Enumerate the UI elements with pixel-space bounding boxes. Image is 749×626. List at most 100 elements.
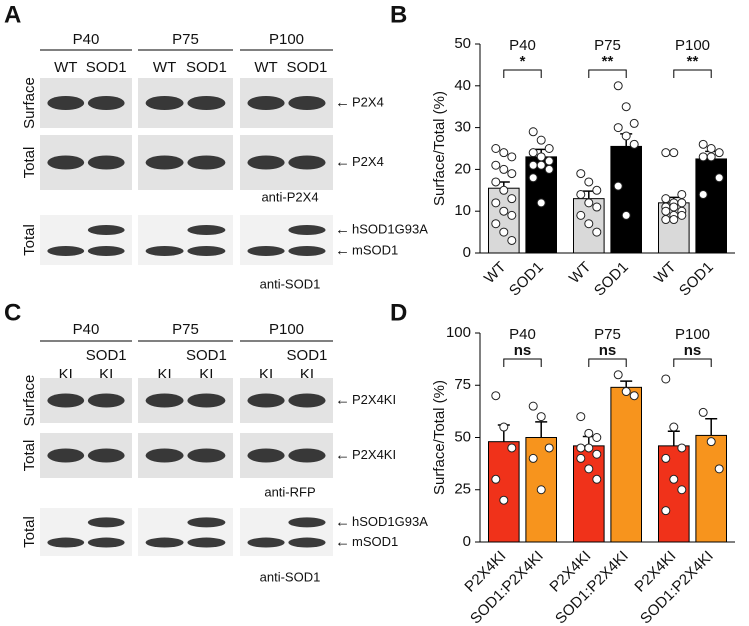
error-bar — [667, 430, 680, 446]
bar — [488, 441, 520, 543]
group-label: P40 — [509, 37, 536, 54]
data-point — [491, 474, 501, 484]
data-point — [669, 202, 679, 212]
data-point — [661, 194, 671, 204]
data-point — [621, 131, 631, 141]
data-point — [629, 118, 639, 128]
data-point — [536, 135, 546, 145]
group-label: P100 — [675, 37, 710, 54]
marker-label: hSOD1G93A — [352, 514, 428, 529]
x-tick-label: WT — [566, 259, 595, 288]
antibody-label: anti-SOD1 — [260, 569, 321, 584]
band — [87, 246, 125, 256]
data-point — [698, 189, 708, 199]
data-point — [507, 235, 517, 245]
y-tick-label: 50 — [454, 35, 471, 52]
marker-arrow: ← — [335, 391, 350, 408]
data-point — [536, 485, 546, 495]
group-label: P100 — [675, 326, 710, 343]
y-tick-label: 100 — [446, 324, 471, 341]
significance-bracket — [588, 358, 627, 367]
data-point — [584, 177, 594, 187]
antibody-label: anti-RFP — [264, 484, 315, 499]
band — [288, 155, 326, 170]
data-point — [661, 453, 671, 463]
row-label: Surface — [21, 375, 38, 427]
y-tick-label: 30 — [454, 119, 471, 136]
y-tick-label: 75 — [454, 376, 471, 393]
marker-label: hSOD1G93A — [352, 221, 428, 236]
data-point — [706, 152, 716, 162]
band — [87, 155, 125, 170]
data-point — [536, 160, 546, 170]
data-point — [592, 227, 602, 237]
y-tick-label: 0 — [463, 533, 471, 550]
lane-prefix: SOD1 — [287, 347, 328, 364]
data-point — [669, 215, 679, 225]
data-point — [613, 370, 623, 380]
data-point — [621, 210, 631, 220]
antibody-label: anti-P2X4 — [261, 189, 318, 204]
data-point — [677, 443, 687, 453]
data-point — [536, 198, 546, 208]
lane-label: WT — [54, 59, 77, 76]
band — [87, 225, 125, 235]
significance: ** — [602, 53, 614, 70]
data-point — [592, 474, 602, 484]
marker-label: P2X4KI — [352, 447, 396, 462]
data-point — [499, 206, 509, 216]
row-label: Surface — [21, 77, 38, 129]
blot-image — [240, 508, 333, 556]
data-point — [528, 173, 538, 183]
error-bar — [705, 417, 718, 436]
data-point — [507, 169, 517, 179]
band — [247, 537, 285, 548]
data-point — [714, 148, 724, 158]
data-point — [677, 210, 687, 220]
band — [145, 537, 184, 548]
blot-image — [138, 215, 233, 265]
marker-arrow: ← — [335, 242, 350, 259]
lane-label: WT — [153, 59, 176, 76]
y-tick-label: 10 — [454, 202, 471, 219]
band — [187, 246, 226, 256]
data-point — [576, 443, 586, 453]
data-point — [528, 160, 538, 170]
blot-image — [240, 215, 333, 265]
band — [145, 393, 184, 408]
data-point — [528, 401, 538, 411]
significance-bracket — [673, 69, 712, 78]
data-point — [661, 206, 671, 216]
data-point — [536, 152, 546, 162]
data-point — [528, 453, 538, 463]
data-point — [714, 464, 724, 474]
marker-arrow: ← — [335, 94, 350, 111]
data-point — [592, 185, 602, 195]
significance-bracket — [588, 69, 627, 78]
data-point — [491, 144, 501, 153]
data-point — [661, 506, 671, 516]
data-point — [621, 387, 631, 397]
blot-image — [40, 215, 132, 265]
bar — [610, 145, 643, 254]
data-point — [661, 215, 671, 225]
significance-bracket — [673, 358, 712, 367]
data-point — [613, 181, 623, 191]
data-point — [629, 391, 639, 401]
significance: ** — [687, 53, 699, 70]
data-point — [544, 144, 554, 153]
significance: ns — [684, 342, 702, 359]
bar — [695, 434, 728, 543]
band — [187, 225, 226, 235]
band — [145, 448, 184, 463]
y-tick-label: 20 — [454, 160, 471, 177]
x-tick-label: SOD1 — [591, 259, 632, 300]
data-point — [576, 210, 586, 220]
significance: ns — [599, 342, 617, 359]
lane-label: SOD1 — [86, 59, 127, 76]
antibody-label: anti-SOD1 — [260, 276, 321, 291]
data-point — [629, 139, 639, 149]
band — [47, 155, 85, 170]
band — [288, 393, 326, 408]
